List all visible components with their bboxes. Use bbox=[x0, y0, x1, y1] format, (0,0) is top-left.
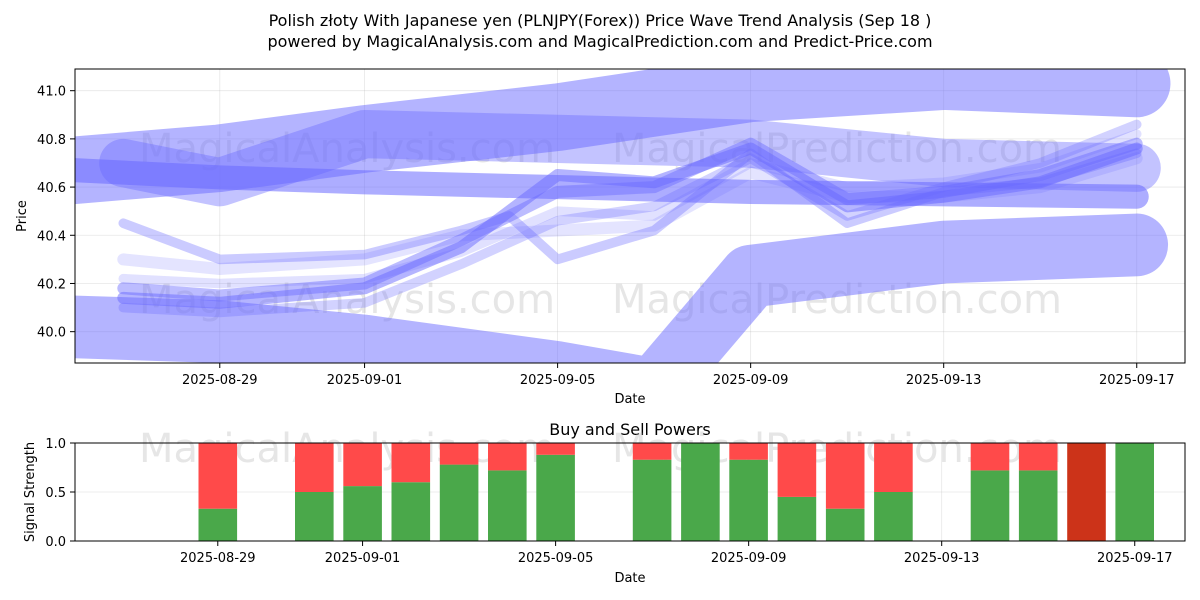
sell-bar bbox=[632, 443, 672, 460]
buy-sell-x-axis-label: Date bbox=[614, 571, 645, 586]
buy-sell-x-tick-label: 2025-09-13 bbox=[904, 551, 980, 566]
sell-bar bbox=[874, 443, 913, 492]
buy-sell-x-tick-label: 2025-08-29 bbox=[180, 551, 256, 566]
buy-bar bbox=[391, 482, 431, 541]
buy-bar bbox=[198, 508, 238, 541]
sell-bar bbox=[295, 443, 334, 492]
sell-bar bbox=[439, 443, 479, 465]
chart-title-line2: powered by MagicalAnalysis.com and Magic… bbox=[267, 32, 932, 51]
sell-bar bbox=[1018, 443, 1058, 471]
buy-sell-x-tick-label: 2025-09-05 bbox=[518, 551, 594, 566]
price-y-tick-label: 40.2 bbox=[37, 277, 66, 292]
price-wave-bands bbox=[75, 69, 1171, 363]
price-x-tick-label: 2025-09-13 bbox=[906, 373, 982, 388]
price-wave-band-5 bbox=[117, 142, 1143, 309]
price-y-tick-label: 40.4 bbox=[37, 229, 66, 244]
buy-sell-plot: Buy and Sell Powers MagicalAnalysis.com … bbox=[23, 420, 1186, 586]
sell-bar bbox=[970, 443, 1010, 471]
sell-bar bbox=[729, 443, 768, 460]
buy-sell-x-ticks: 2025-08-29 2025-09-01 2025-09-05 2025-09-09… bbox=[180, 541, 1173, 566]
price-x-tick-label: 2025-09-09 bbox=[713, 373, 789, 388]
price-x-tick-label: 2025-08-29 bbox=[182, 373, 258, 388]
buy-sell-y-ticks: 0.0 0.5 1.0 bbox=[45, 437, 75, 550]
buy-bar bbox=[777, 496, 817, 541]
price-wave-band-6 bbox=[117, 137, 1143, 302]
buy-sell-y-tick-label: 0.0 bbox=[45, 535, 66, 550]
buy-bar bbox=[536, 454, 575, 541]
buy-sell-y-tick-label: 1.0 bbox=[45, 437, 66, 452]
buy-sell-bars bbox=[198, 443, 1154, 541]
price-y-tick-label: 40.0 bbox=[37, 326, 66, 341]
price-plot-frame bbox=[74, 68, 1186, 364]
price-y-tick-label: 40.8 bbox=[37, 133, 66, 148]
price-wave-band-9 bbox=[117, 152, 1143, 275]
sell-bar bbox=[825, 443, 865, 509]
price-wave-band-3 bbox=[75, 213, 1169, 363]
price-y-tick-label: 40.6 bbox=[37, 181, 66, 196]
sell-bar bbox=[488, 443, 527, 471]
buy-bar bbox=[1115, 443, 1154, 541]
buy-bar bbox=[874, 492, 913, 541]
price-x-tick-label: 2025-09-05 bbox=[520, 373, 596, 388]
price-wave-band-4 bbox=[99, 110, 1161, 207]
price-wave-band-7 bbox=[118, 148, 1142, 265]
price-x-ticks: 2025-08-29 2025-09-01 2025-09-05 2025-09-09… bbox=[182, 363, 1175, 388]
price-wave-band-10 bbox=[118, 129, 1142, 289]
buy-bar bbox=[1018, 470, 1058, 541]
sell-bar bbox=[777, 443, 817, 497]
buy-sell-y-tick-label: 0.5 bbox=[45, 486, 66, 501]
buy-sell-title: Buy and Sell Powers bbox=[549, 420, 711, 439]
buy-sell-x-tick-label: 2025-09-17 bbox=[1097, 551, 1173, 566]
price-x-axis-label: Date bbox=[614, 392, 645, 407]
sell-bar bbox=[343, 443, 382, 487]
sell-bar bbox=[536, 443, 575, 455]
buy-bar bbox=[343, 486, 382, 541]
price-y-tick-label: 41.0 bbox=[37, 85, 66, 100]
sell-bar bbox=[391, 443, 431, 483]
price-x-tick-label: 2025-09-17 bbox=[1099, 373, 1175, 388]
buy-bar bbox=[439, 464, 479, 541]
buy-sell-x-tick-label: 2025-09-01 bbox=[325, 551, 401, 566]
buy-bar bbox=[970, 470, 1010, 541]
buy-bar bbox=[488, 470, 527, 541]
sell-bar bbox=[198, 443, 238, 509]
price-wave-plot: MagicalAnalysis.com MagicalPrediction.co… bbox=[15, 68, 1186, 407]
price-wave-band-2 bbox=[75, 69, 1171, 204]
buy-bar bbox=[681, 443, 720, 541]
price-x-tick-label: 2025-09-01 bbox=[327, 373, 403, 388]
buy-bar bbox=[632, 459, 672, 541]
buy-sell-x-tick-label: 2025-09-09 bbox=[711, 551, 787, 566]
watermark-right-upper: MagicalPrediction.com bbox=[612, 126, 1062, 172]
price-y-ticks: 40.0 40.2 40.4 40.6 40.8 41.0 bbox=[37, 85, 75, 341]
price-wave-band-8 bbox=[118, 119, 1142, 318]
buy-bar bbox=[295, 492, 334, 541]
price-y-axis-label: Price bbox=[15, 200, 30, 232]
buy-bar bbox=[729, 459, 768, 541]
chart-title-line1: Polish złoty With Japanese yen (PLNJPY(F… bbox=[269, 11, 932, 30]
buy-bar bbox=[825, 508, 865, 541]
buy-sell-y-axis-label: Signal Strength bbox=[23, 442, 38, 542]
sell-bar bbox=[1067, 443, 1106, 541]
